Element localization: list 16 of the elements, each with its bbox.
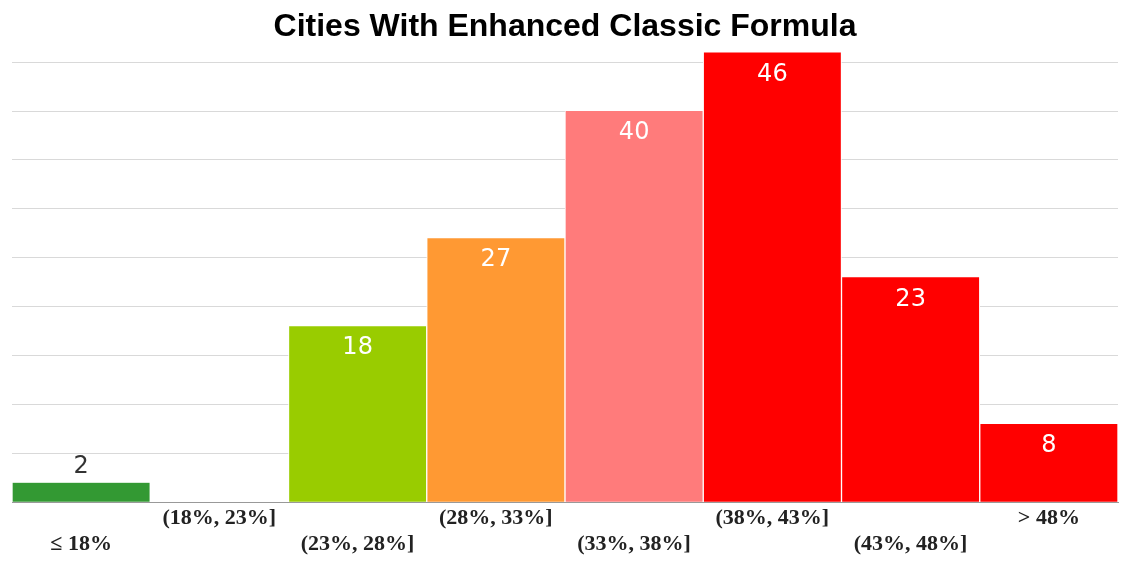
- x-tick-label: > 48%: [1017, 504, 1080, 530]
- x-tick-label: (43%, 48%]: [853, 530, 968, 556]
- data-label: 2: [73, 450, 89, 479]
- x-tick-label: (28%, 33%]: [439, 504, 553, 530]
- data-label: 23: [895, 283, 926, 312]
- data-label: 8: [1041, 430, 1057, 459]
- data-label: 46: [757, 58, 788, 87]
- x-tick-label: ≤ 18%: [50, 530, 112, 556]
- x-tick-label: (33%, 38%]: [577, 530, 691, 556]
- chart-title: Cities With Enhanced Classic Formula: [273, 7, 857, 44]
- data-label: 40: [618, 117, 650, 146]
- data-label: 27: [480, 244, 512, 273]
- x-tick-label: (38%, 43%]: [715, 504, 830, 530]
- data-label: 18: [342, 332, 373, 361]
- x-tick-label: (23%, 28%]: [300, 530, 415, 556]
- x-tick-label: (18%, 23%]: [162, 504, 277, 530]
